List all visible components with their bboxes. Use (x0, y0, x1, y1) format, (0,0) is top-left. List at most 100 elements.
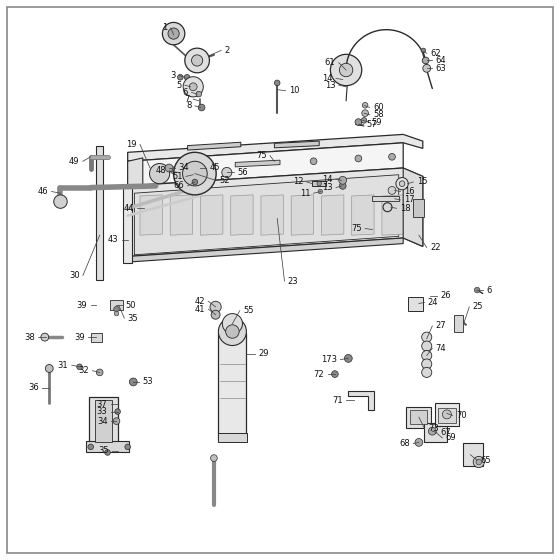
Text: 2: 2 (225, 46, 230, 55)
Circle shape (339, 63, 353, 77)
Bar (435, 403, 459, 426)
Polygon shape (128, 143, 403, 186)
Polygon shape (128, 168, 423, 256)
Circle shape (204, 165, 211, 171)
Text: 58: 58 (373, 110, 384, 119)
Text: 13: 13 (322, 183, 333, 192)
Circle shape (473, 456, 484, 468)
Text: 17: 17 (404, 195, 414, 204)
Circle shape (222, 314, 242, 334)
Polygon shape (140, 195, 162, 235)
Circle shape (442, 410, 451, 419)
Text: 35: 35 (128, 314, 138, 323)
Text: 33: 33 (97, 407, 108, 416)
Bar (96, 146, 103, 280)
Circle shape (318, 189, 323, 194)
Text: 62: 62 (430, 49, 441, 58)
Circle shape (355, 119, 362, 125)
Text: 60: 60 (373, 103, 384, 112)
Text: 75: 75 (351, 224, 362, 233)
Text: 72: 72 (314, 370, 324, 379)
Bar (218, 333, 246, 440)
Circle shape (54, 195, 67, 208)
Circle shape (195, 164, 203, 172)
Text: 48: 48 (155, 166, 166, 175)
Circle shape (339, 176, 347, 184)
Circle shape (105, 450, 110, 455)
Text: 34: 34 (178, 164, 189, 172)
Circle shape (388, 186, 396, 194)
Text: 43: 43 (108, 235, 119, 244)
Bar (410, 410, 427, 424)
Polygon shape (188, 142, 241, 150)
Text: 32: 32 (78, 366, 89, 375)
Text: 1: 1 (162, 24, 167, 32)
Text: 3: 3 (170, 71, 176, 80)
Circle shape (310, 158, 317, 165)
Circle shape (115, 409, 120, 414)
Text: 74: 74 (436, 344, 446, 353)
Text: 27: 27 (436, 321, 446, 330)
Text: 11: 11 (300, 189, 310, 198)
Text: 34: 34 (97, 417, 108, 426)
Bar (408, 297, 423, 310)
Circle shape (211, 455, 217, 461)
Circle shape (125, 444, 130, 450)
Polygon shape (352, 195, 374, 235)
Text: 14: 14 (322, 175, 333, 184)
Polygon shape (170, 195, 193, 235)
Bar (123, 185, 132, 263)
Text: 35: 35 (98, 446, 109, 455)
Circle shape (361, 118, 367, 123)
Circle shape (185, 48, 209, 73)
Text: 73: 73 (428, 424, 438, 433)
Circle shape (113, 418, 120, 424)
Text: 8: 8 (186, 101, 192, 110)
Text: 19: 19 (126, 140, 137, 149)
Circle shape (192, 179, 198, 185)
Text: 44: 44 (123, 204, 134, 213)
Text: 51: 51 (172, 172, 183, 181)
Text: 6: 6 (183, 88, 188, 97)
Text: 39: 39 (77, 301, 87, 310)
Circle shape (422, 341, 432, 351)
Text: 71: 71 (332, 396, 343, 405)
Text: 31: 31 (58, 361, 68, 370)
Text: 15: 15 (417, 178, 427, 186)
Text: 41: 41 (194, 305, 205, 314)
Polygon shape (261, 195, 283, 235)
Circle shape (168, 28, 179, 39)
Text: 56: 56 (237, 168, 248, 177)
Circle shape (422, 351, 432, 361)
Circle shape (422, 367, 432, 377)
Polygon shape (235, 160, 280, 167)
Circle shape (423, 64, 431, 72)
Circle shape (355, 155, 362, 162)
Circle shape (218, 318, 246, 346)
Text: 13: 13 (325, 81, 335, 90)
Text: 6: 6 (486, 286, 492, 295)
Circle shape (178, 74, 183, 80)
Circle shape (474, 287, 480, 293)
Bar (438, 408, 456, 423)
Circle shape (196, 91, 202, 97)
Text: 59: 59 (372, 118, 382, 127)
Circle shape (476, 459, 482, 465)
Bar (407, 407, 432, 428)
Text: 53: 53 (142, 377, 153, 386)
Circle shape (344, 354, 352, 362)
Circle shape (422, 57, 429, 64)
Circle shape (150, 164, 170, 184)
Polygon shape (348, 391, 374, 410)
Text: 75: 75 (256, 151, 267, 160)
Text: 36: 36 (28, 383, 39, 392)
Text: 22: 22 (430, 243, 441, 252)
Text: 57: 57 (366, 120, 377, 129)
Circle shape (422, 359, 432, 369)
Text: 66: 66 (174, 181, 184, 190)
Circle shape (190, 171, 197, 178)
Text: 18: 18 (400, 204, 410, 213)
Circle shape (162, 22, 185, 45)
Polygon shape (128, 238, 403, 262)
Circle shape (210, 301, 221, 312)
